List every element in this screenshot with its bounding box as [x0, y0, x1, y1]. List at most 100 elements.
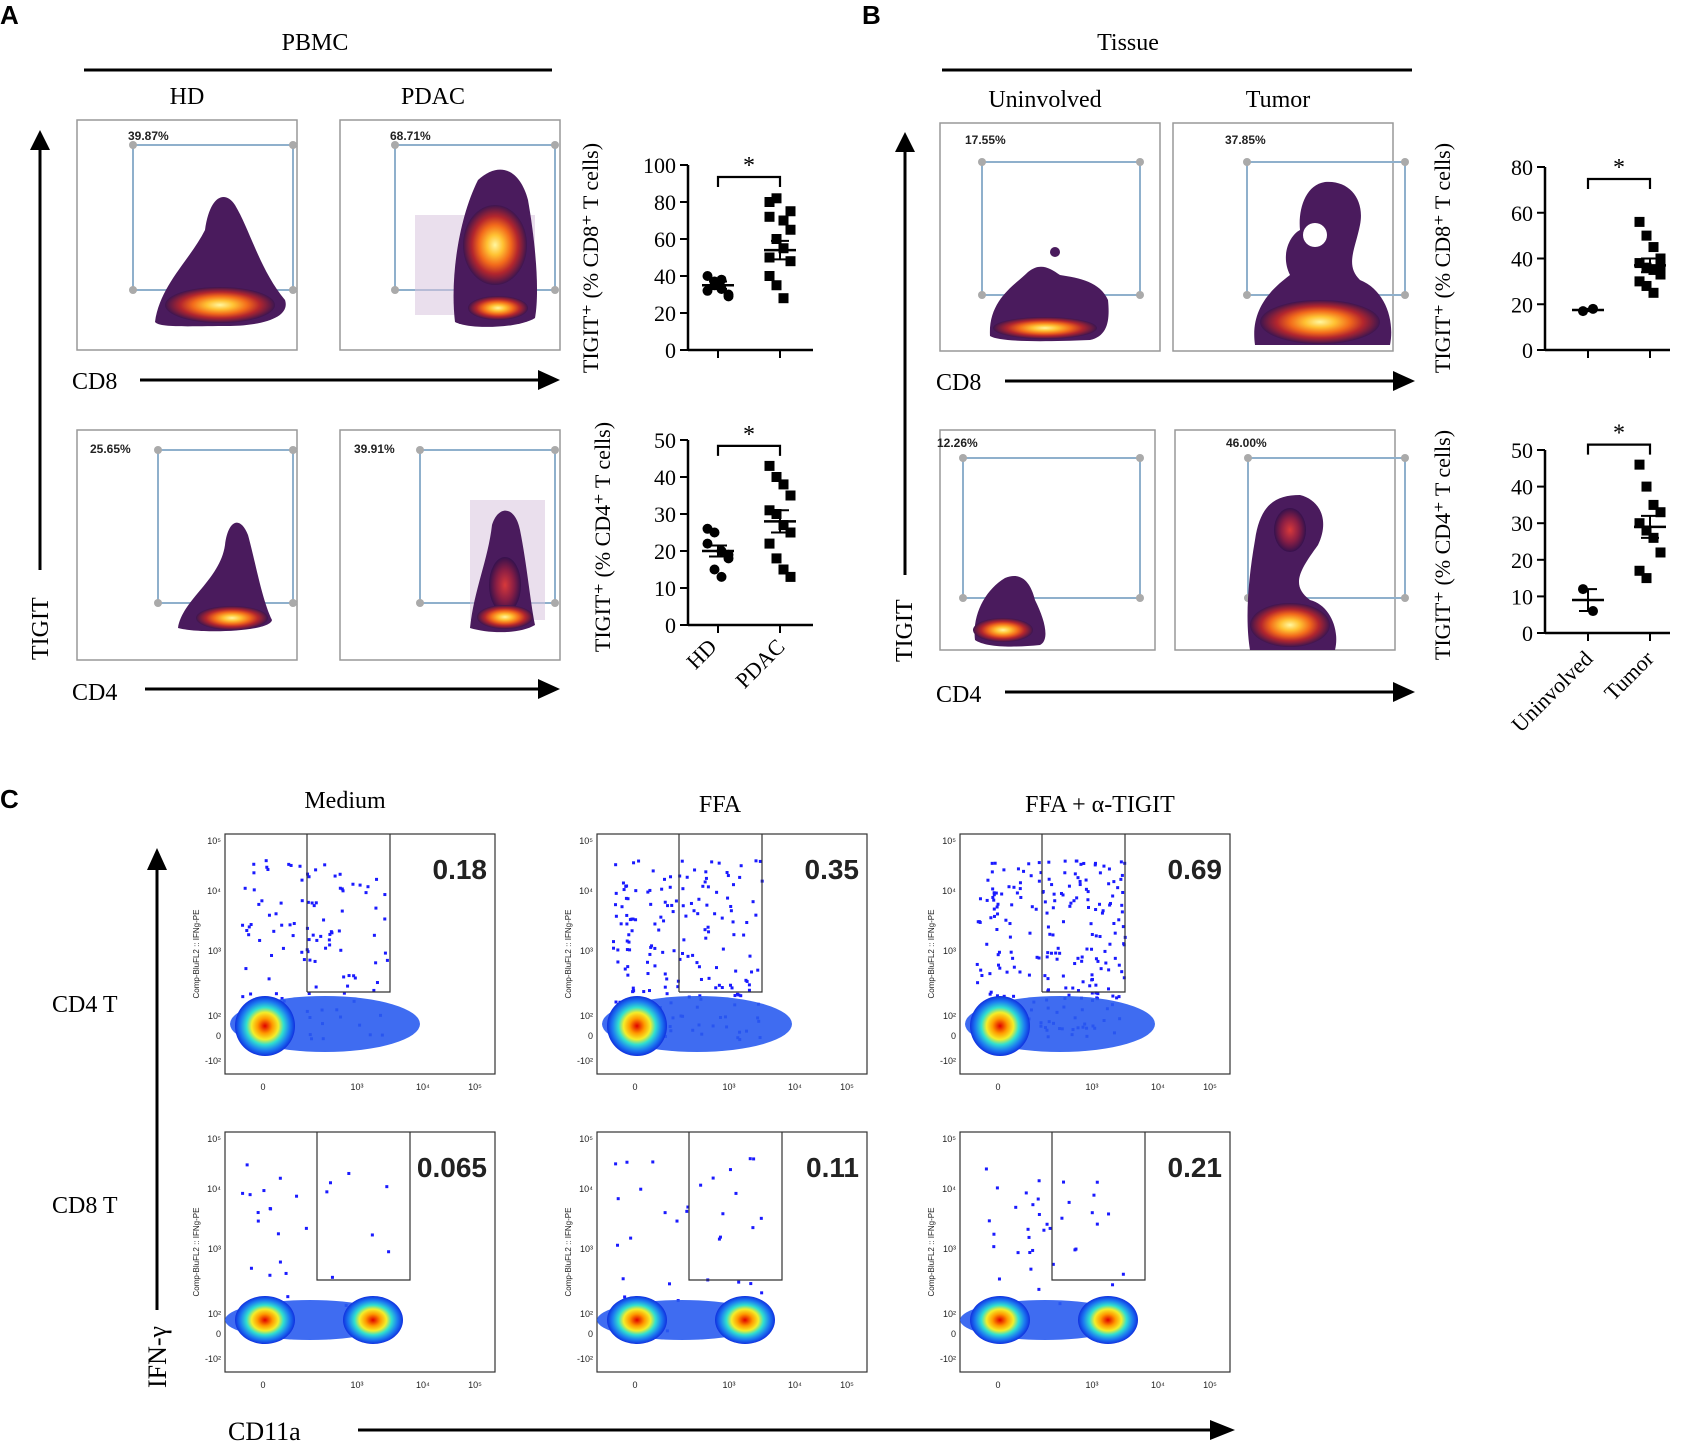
x-tick-label: 10³ [722, 1380, 735, 1390]
event-dot [725, 871, 729, 875]
y-tick-label: 10⁵ [942, 836, 956, 846]
event-dot [1113, 956, 1117, 960]
dot-plot-b-cd4: 0 10 20 30 40 50 TIGIT⁺ (% CD4⁺ T cells) * [1430, 421, 1670, 660]
event-dot [325, 1190, 329, 1194]
y-tick-label: 20 [654, 301, 676, 326]
event-dot [978, 897, 982, 901]
y-tick-label: 10² [208, 1011, 221, 1021]
event-dot [274, 912, 278, 916]
event-dot [1090, 973, 1094, 977]
y-tick-label: 10² [208, 1309, 221, 1319]
event-dot [754, 859, 758, 863]
data-point [1641, 481, 1652, 492]
event-dot [322, 918, 326, 922]
y-tick-label: 10⁴ [579, 886, 593, 896]
event-dot [989, 916, 993, 920]
event-dot [733, 994, 737, 998]
y-tick-label: 50 [1511, 438, 1533, 463]
event-dot [1073, 872, 1077, 876]
event-dot [703, 880, 707, 884]
event-dot [1078, 879, 1082, 883]
y-tick-label: 10 [654, 576, 676, 601]
sem-error-bar [1579, 307, 1597, 313]
event-dot [353, 976, 357, 980]
event-dot [1037, 1179, 1041, 1183]
event-dot [1113, 931, 1117, 935]
event-dot [374, 906, 378, 910]
event-dot [663, 985, 667, 989]
event-dot [375, 877, 379, 881]
y-tick-label: 0 [216, 1329, 221, 1339]
event-dot [1041, 890, 1045, 894]
event-dot [341, 889, 345, 893]
x-tick-label: 0 [632, 1082, 637, 1092]
event-dot [1067, 1200, 1071, 1204]
panel-c: Medium FFA FFA + α-TIGIT CD4 T CD8 T IFN… [52, 788, 1235, 1446]
event-dot [986, 878, 990, 882]
event-dot [661, 950, 665, 954]
event-dot [685, 1209, 689, 1213]
event-dot [1016, 867, 1020, 871]
y-tick-label: 50 [654, 428, 676, 453]
event-dot [1116, 886, 1120, 890]
event-dot [249, 1266, 253, 1270]
event-dot [1018, 970, 1022, 974]
event-dot [612, 940, 616, 944]
event-dot [1089, 922, 1093, 926]
event-dot [1084, 878, 1088, 882]
x-tick-label: 10⁵ [468, 1380, 482, 1390]
row-label-cd4-t: CD4 T [52, 992, 118, 1018]
event-dot [330, 1275, 334, 1279]
event-dot [715, 890, 719, 894]
y-tick-label: 0 [216, 1031, 221, 1041]
event-dot [1045, 911, 1049, 915]
event-dot [691, 953, 695, 957]
x-tick-label: 10⁵ [840, 1082, 854, 1092]
population-core [1078, 1296, 1138, 1344]
event-dot [625, 948, 629, 952]
event-dot [991, 887, 995, 891]
event-dot [313, 959, 317, 963]
data-point [1634, 459, 1645, 470]
event-dot [684, 914, 688, 918]
population-core [235, 996, 295, 1056]
event-dot [666, 904, 670, 908]
sem-error-bar [709, 280, 727, 290]
event-dot [298, 864, 302, 868]
event-dot [324, 946, 328, 950]
event-dot [698, 994, 702, 998]
data-point [1641, 230, 1652, 241]
event-dot [1102, 864, 1106, 868]
population-core [715, 1296, 775, 1344]
event-dot [622, 888, 626, 892]
event-dot [300, 950, 304, 954]
event-dot [650, 944, 654, 948]
event-dot [748, 954, 752, 958]
event-dot [1047, 877, 1051, 881]
y-tick-label: 40 [1511, 247, 1533, 272]
data-point [716, 571, 727, 582]
event-dot [1026, 1227, 1030, 1231]
event-dot [730, 986, 734, 990]
col-label-pdac: PDAC [401, 84, 465, 110]
event-dot [1036, 1197, 1040, 1201]
significance-star: * [1613, 421, 1625, 447]
group-title-pbmc: PBMC [282, 30, 349, 56]
event-dot [1037, 879, 1041, 883]
event-dot [671, 910, 675, 914]
y-tick-label: 20 [1511, 292, 1533, 317]
event-dot [1090, 978, 1094, 982]
event-dot [747, 988, 751, 992]
event-dot [1054, 951, 1058, 955]
event-dot [374, 961, 378, 965]
event-dot [623, 967, 627, 971]
sem-error-bar [709, 544, 727, 558]
event-dot [660, 887, 664, 891]
y-tick-label: 10² [943, 1011, 956, 1021]
y-tick-label: 10³ [943, 1244, 956, 1254]
y-tick-label: -10² [577, 1354, 593, 1364]
event-dot [996, 902, 1000, 906]
x-axis-label-cd11a: CD11a [228, 1417, 301, 1446]
event-dot [1048, 932, 1052, 936]
